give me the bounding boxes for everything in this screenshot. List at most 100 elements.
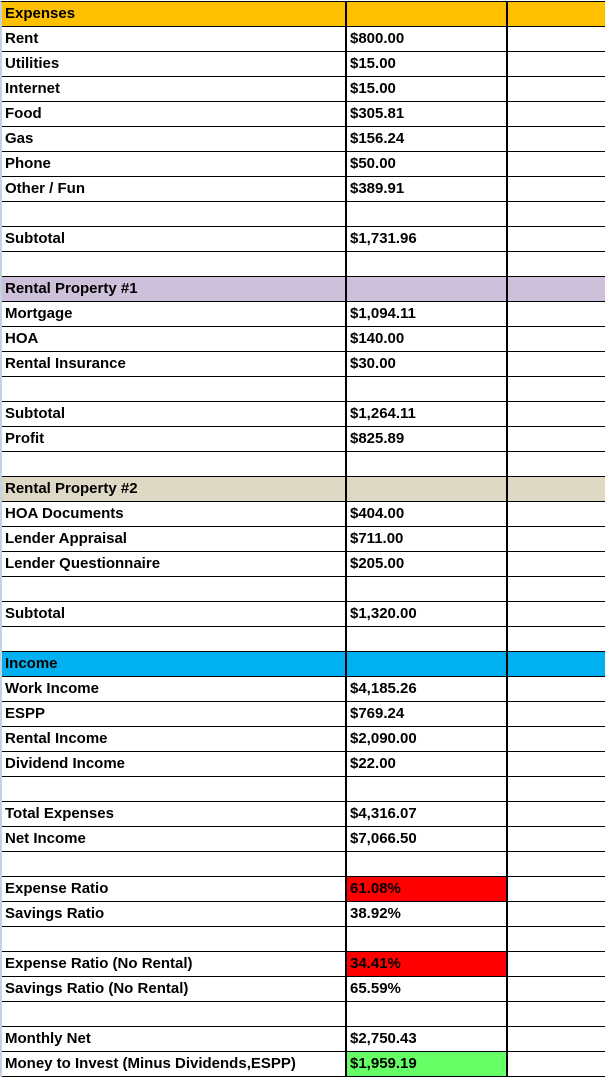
cell-empty[interactable] <box>508 102 605 126</box>
cell-value[interactable]: 65.59% <box>347 977 508 1001</box>
cell-value[interactable]: $1,094.11 <box>347 302 508 326</box>
cell-label[interactable]: Monthly Net <box>2 1027 347 1051</box>
cell-value-highlight-red[interactable]: 61.08% <box>347 877 508 901</box>
cell-label[interactable]: Subtotal <box>2 402 347 426</box>
cell-value[interactable]: $1,731.96 <box>347 227 508 251</box>
cell-label[interactable] <box>2 777 347 801</box>
cell-value[interactable] <box>347 627 508 651</box>
cell-value[interactable] <box>347 852 508 876</box>
cell-empty[interactable] <box>508 2 605 26</box>
cell-empty[interactable] <box>508 402 605 426</box>
cell-empty[interactable] <box>508 702 605 726</box>
cell-empty[interactable] <box>508 577 605 601</box>
cell-label[interactable]: Dividend Income <box>2 752 347 776</box>
cell-value[interactable] <box>347 477 508 501</box>
cell-label[interactable]: Savings Ratio <box>2 902 347 926</box>
cell-value[interactable]: $800.00 <box>347 27 508 51</box>
cell-empty[interactable] <box>508 302 605 326</box>
cell-value[interactable] <box>347 252 508 276</box>
cell-empty[interactable] <box>508 477 605 501</box>
cell-label[interactable] <box>2 202 347 226</box>
cell-label[interactable]: Total Expenses <box>2 802 347 826</box>
cell-value[interactable]: $15.00 <box>347 77 508 101</box>
cell-label[interactable]: Lender Questionnaire <box>2 552 347 576</box>
cell-value[interactable] <box>347 2 508 26</box>
cell-label[interactable]: Phone <box>2 152 347 176</box>
cell-value[interactable]: $389.91 <box>347 177 508 201</box>
cell-label[interactable]: Net Income <box>2 827 347 851</box>
cell-empty[interactable] <box>508 527 605 551</box>
cell-label[interactable]: Rental Property #2 <box>2 477 347 501</box>
cell-label[interactable] <box>2 627 347 651</box>
cell-empty[interactable] <box>508 952 605 976</box>
cell-label[interactable] <box>2 927 347 951</box>
cell-label[interactable]: Rental Property #1 <box>2 277 347 301</box>
cell-empty[interactable] <box>508 877 605 901</box>
cell-label[interactable]: Internet <box>2 77 347 101</box>
cell-value[interactable] <box>347 577 508 601</box>
cell-label[interactable]: Other / Fun <box>2 177 347 201</box>
cell-label[interactable]: HOA Documents <box>2 502 347 526</box>
cell-label[interactable]: Subtotal <box>2 227 347 251</box>
cell-empty[interactable] <box>508 352 605 376</box>
cell-label[interactable]: ESPP <box>2 702 347 726</box>
cell-label[interactable] <box>2 452 347 476</box>
cell-label[interactable]: Gas <box>2 127 347 151</box>
cell-empty[interactable] <box>508 427 605 451</box>
cell-value[interactable] <box>347 377 508 401</box>
cell-empty[interactable] <box>508 327 605 351</box>
cell-empty[interactable] <box>508 652 605 676</box>
cell-empty[interactable] <box>508 752 605 776</box>
cell-empty[interactable] <box>508 827 605 851</box>
cell-empty[interactable] <box>508 177 605 201</box>
cell-empty[interactable] <box>508 252 605 276</box>
cell-label[interactable]: Expense Ratio <box>2 877 347 901</box>
cell-label[interactable] <box>2 1002 347 1026</box>
cell-empty[interactable] <box>508 52 605 76</box>
cell-value[interactable]: $15.00 <box>347 52 508 76</box>
cell-value[interactable]: $7,066.50 <box>347 827 508 851</box>
cell-empty[interactable] <box>508 202 605 226</box>
cell-label[interactable]: Savings Ratio (No Rental) <box>2 977 347 1001</box>
cell-label[interactable]: Rental Insurance <box>2 352 347 376</box>
cell-label[interactable]: Work Income <box>2 677 347 701</box>
cell-empty[interactable] <box>508 1027 605 1051</box>
cell-empty[interactable] <box>508 77 605 101</box>
cell-value-highlight-red[interactable]: 34.41% <box>347 952 508 976</box>
cell-empty[interactable] <box>508 127 605 151</box>
cell-label[interactable]: Lender Appraisal <box>2 527 347 551</box>
cell-value[interactable]: $22.00 <box>347 752 508 776</box>
cell-value[interactable]: $404.00 <box>347 502 508 526</box>
cell-empty[interactable] <box>508 727 605 751</box>
cell-empty[interactable] <box>508 927 605 951</box>
cell-label[interactable]: Expenses <box>2 2 347 26</box>
cell-empty[interactable] <box>508 452 605 476</box>
cell-value[interactable]: $30.00 <box>347 352 508 376</box>
cell-label[interactable] <box>2 577 347 601</box>
cell-value[interactable]: $1,264.11 <box>347 402 508 426</box>
cell-value[interactable]: $205.00 <box>347 552 508 576</box>
cell-value[interactable] <box>347 202 508 226</box>
cell-label[interactable] <box>2 252 347 276</box>
cell-empty[interactable] <box>508 152 605 176</box>
cell-value[interactable] <box>347 277 508 301</box>
cell-empty[interactable] <box>508 852 605 876</box>
cell-empty[interactable] <box>508 277 605 301</box>
cell-empty[interactable] <box>508 377 605 401</box>
cell-value[interactable]: $4,316.07 <box>347 802 508 826</box>
cell-value[interactable]: $769.24 <box>347 702 508 726</box>
cell-value[interactable]: $50.00 <box>347 152 508 176</box>
cell-label[interactable]: Expense Ratio (No Rental) <box>2 952 347 976</box>
cell-value[interactable]: $2,090.00 <box>347 727 508 751</box>
cell-empty[interactable] <box>508 1052 605 1076</box>
cell-value[interactable] <box>347 1002 508 1026</box>
cell-empty[interactable] <box>508 552 605 576</box>
cell-label[interactable]: Food <box>2 102 347 126</box>
cell-value[interactable]: $711.00 <box>347 527 508 551</box>
cell-value-highlight-green[interactable]: $1,959.19 <box>347 1052 508 1076</box>
cell-empty[interactable] <box>508 777 605 801</box>
cell-empty[interactable] <box>508 677 605 701</box>
cell-value[interactable]: $140.00 <box>347 327 508 351</box>
cell-label[interactable]: Subtotal <box>2 602 347 626</box>
cell-empty[interactable] <box>508 602 605 626</box>
